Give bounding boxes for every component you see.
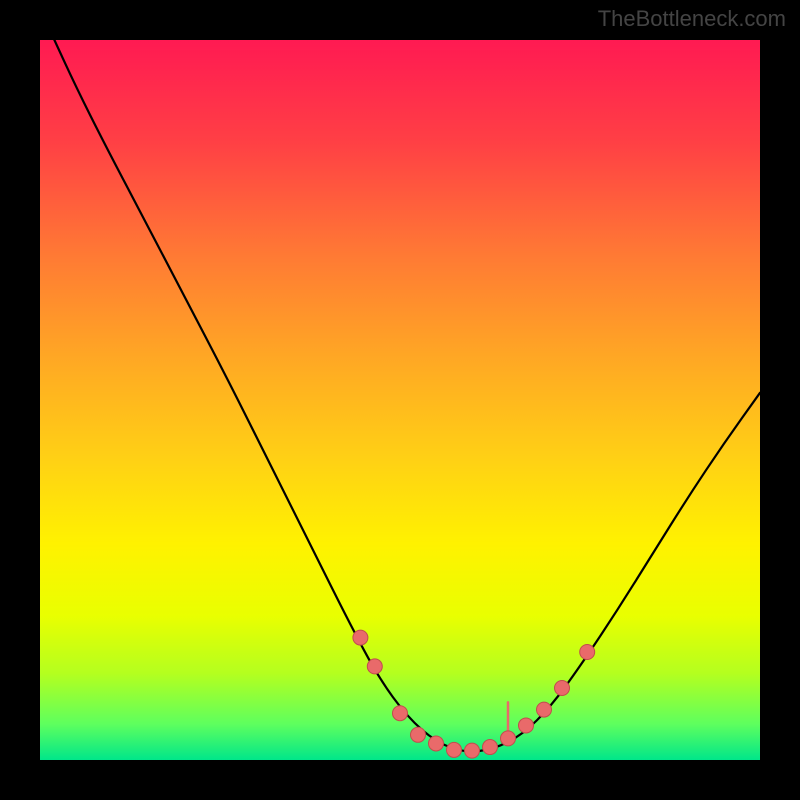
watermark-text: TheBottleneck.com bbox=[598, 6, 786, 32]
chart-container bbox=[40, 40, 760, 760]
gradient-background bbox=[40, 40, 760, 760]
